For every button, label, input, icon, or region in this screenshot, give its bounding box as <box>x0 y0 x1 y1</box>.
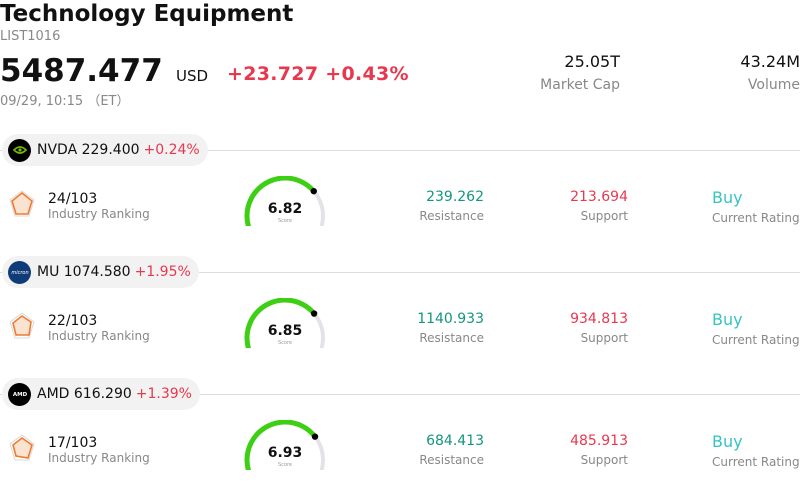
rating-value[interactable]: Buy <box>712 310 743 329</box>
score-value: 6.93 <box>267 445 303 461</box>
stock-row[interactable]: NVDA 229.400 +0.24% 24/103 Industry Rank… <box>0 134 800 256</box>
rating-label: Current Rating <box>712 455 800 469</box>
stock-ticker-price: AMD 616.290 <box>37 386 132 402</box>
index-price: 5487.477 <box>0 53 163 89</box>
row-divider <box>0 150 800 151</box>
gauge-marker <box>310 310 318 317</box>
rating-label: Current Rating <box>712 211 800 225</box>
ranking-pentagon-icon <box>9 190 35 217</box>
stock-change: +1.39% <box>135 386 192 402</box>
rating-label: Current Rating <box>712 333 800 347</box>
rating-value[interactable]: Buy <box>712 432 743 451</box>
svg-text:AMD: AMD <box>12 392 27 398</box>
score-label: Score <box>277 218 292 224</box>
gauge-fill <box>244 298 317 348</box>
gauge-marker <box>310 187 317 195</box>
svg-text:micron: micron <box>11 270 28 276</box>
amd-logo-icon: AMD <box>8 382 31 406</box>
score-gauge <box>244 298 325 348</box>
support-value: 213.694 <box>570 189 628 205</box>
resistance-label: Resistance <box>419 453 484 467</box>
score-gauge <box>244 176 325 226</box>
volume-value: 43.24M <box>740 52 800 71</box>
index-change: +23.727 +0.43% <box>227 63 409 85</box>
rating-value[interactable]: Buy <box>712 188 743 207</box>
score-label: Score <box>277 462 292 468</box>
resistance-value: 684.413 <box>426 433 484 449</box>
market-cap-label: Market Cap <box>540 77 620 93</box>
resistance-value: 1140.933 <box>417 311 484 327</box>
support-label: Support <box>580 453 628 467</box>
stock-change: +1.95% <box>134 264 191 280</box>
micron-logo-icon: micron <box>8 260 31 284</box>
stock-change: +0.24% <box>143 142 200 158</box>
support-label: Support <box>580 331 628 345</box>
resistance-label: Resistance <box>419 331 484 345</box>
support-value: 934.813 <box>570 311 628 327</box>
market-cap-value: 25.05T <box>564 52 620 71</box>
volume-label: Volume <box>747 77 800 93</box>
score-gauge <box>244 420 325 470</box>
support-value: 485.913 <box>570 433 628 449</box>
support-label: Support <box>580 209 628 223</box>
ranking-pentagon-icon <box>9 434 35 461</box>
resistance-label: Resistance <box>419 209 484 223</box>
score-label: Score <box>277 340 292 346</box>
industry-ranking-label: Industry Ranking <box>48 451 150 465</box>
stock-chip[interactable]: NVDA 229.400 +0.24% <box>2 134 208 166</box>
industry-ranking-value: 22/103 <box>48 313 98 329</box>
page-title: Technology Equipment <box>0 1 294 27</box>
stock-row[interactable]: AMD AMD 616.290 +1.39% 17/103 Industry R… <box>0 378 800 500</box>
industry-ranking-label: Industry Ranking <box>48 207 150 221</box>
row-divider <box>0 272 800 273</box>
stock-ticker-price: NVDA 229.400 <box>37 142 140 158</box>
score-value: 6.82 <box>267 201 303 217</box>
nvidia-logo-icon <box>8 138 31 162</box>
stock-chip[interactable]: AMD AMD 616.290 +1.39% <box>2 378 200 410</box>
industry-ranking-label: Industry Ranking <box>48 329 150 343</box>
timestamp: 09/29, 10:15 （ET） <box>0 94 130 109</box>
resistance-value: 239.262 <box>426 189 484 205</box>
gauge-fill <box>244 176 317 226</box>
ranking-pentagon-icon <box>9 312 35 339</box>
industry-ranking-value: 17/103 <box>48 435 98 451</box>
score-value: 6.85 <box>267 323 303 339</box>
row-divider <box>0 394 800 395</box>
gauge-fill <box>244 420 318 470</box>
stock-chip[interactable]: micron MU 1074.580 +1.95% <box>2 256 199 288</box>
gauge-marker <box>311 433 319 440</box>
index-code: LIST1016 <box>0 29 61 44</box>
stock-row[interactable]: micron MU 1074.580 +1.95% 22/103 Industr… <box>0 256 800 378</box>
currency-label: USD <box>176 67 209 85</box>
stock-ticker-price: MU 1074.580 <box>37 264 131 280</box>
industry-ranking-value: 24/103 <box>48 191 98 207</box>
